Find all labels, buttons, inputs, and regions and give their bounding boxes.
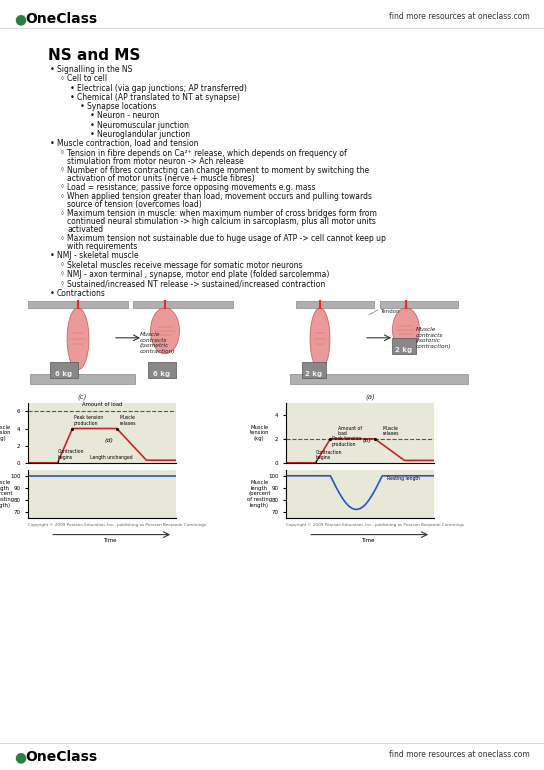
Text: 2 kg: 2 kg — [395, 346, 412, 353]
Ellipse shape — [310, 308, 330, 370]
Text: Muscle
contracts
(isometric
contraction): Muscle contracts (isometric contraction) — [140, 332, 176, 354]
Text: Resting length: Resting length — [387, 476, 419, 480]
Text: stimulation from motor neuron -> Ach release: stimulation from motor neuron -> Ach rel… — [67, 156, 244, 166]
Text: Tendon: Tendon — [380, 309, 400, 314]
Text: Muscle
length
(percent
of resting
length): Muscle length (percent of resting length… — [0, 480, 14, 508]
FancyBboxPatch shape — [296, 301, 374, 308]
Text: ◦: ◦ — [60, 183, 65, 192]
Text: ●: ● — [14, 750, 26, 764]
Text: •: • — [90, 121, 95, 130]
Text: 6 kg: 6 kg — [55, 371, 72, 377]
Text: Length unchanged: Length unchanged — [90, 455, 133, 460]
Text: Load = resistance; passive force opposing movements e.g. mass: Load = resistance; passive force opposin… — [67, 183, 316, 192]
FancyBboxPatch shape — [302, 362, 326, 378]
Text: NMJ - axon terminal , synapse, motor end plate (folded sarcolemma): NMJ - axon terminal , synapse, motor end… — [67, 270, 329, 279]
Text: OneClass: OneClass — [25, 12, 97, 26]
Text: Muscle
tension
(kg): Muscle tension (kg) — [250, 424, 269, 441]
Text: Chemical (AP translated to NT at synapse): Chemical (AP translated to NT at synapse… — [77, 93, 240, 102]
Ellipse shape — [393, 308, 419, 352]
Text: •: • — [50, 251, 55, 260]
Text: Neuroglandular junction: Neuroglandular junction — [97, 130, 190, 139]
Text: with requirements: with requirements — [67, 242, 138, 251]
Ellipse shape — [151, 308, 180, 353]
Text: •: • — [70, 93, 75, 102]
Text: ◦: ◦ — [60, 260, 65, 269]
Text: Time: Time — [361, 538, 374, 543]
Text: (b): (b) — [363, 438, 372, 444]
Text: Copyright © 2009 Pearson Education, Inc., publishing as Pearson Benjamin Cumming: Copyright © 2009 Pearson Education, Inc.… — [28, 523, 206, 527]
Text: When applied tension greater than load, movement occurs and pulling towards: When applied tension greater than load, … — [67, 192, 372, 201]
Text: Number of fibres contracting can change moment to moment by switching the: Number of fibres contracting can change … — [67, 166, 369, 175]
Text: ◦: ◦ — [60, 192, 65, 201]
Text: •: • — [80, 102, 85, 111]
Text: Muscle
tension
(kg): Muscle tension (kg) — [0, 424, 11, 441]
Text: continued neural stimulation -> high calcium in sarcoplasm, plus all motor units: continued neural stimulation -> high cal… — [67, 217, 376, 226]
Text: Contraction
begins: Contraction begins — [58, 450, 84, 460]
FancyBboxPatch shape — [28, 301, 128, 308]
Text: Amount of load: Amount of load — [82, 402, 122, 407]
Text: ◦: ◦ — [60, 280, 65, 288]
Text: (d): (d) — [105, 438, 114, 444]
Text: find more resources at oneclass.com: find more resources at oneclass.com — [390, 12, 530, 21]
Text: Time: Time — [103, 538, 116, 543]
Text: (c): (c) — [77, 393, 86, 400]
FancyBboxPatch shape — [380, 301, 458, 308]
Text: Signalling in the NS: Signalling in the NS — [57, 65, 132, 74]
Text: ◦: ◦ — [60, 74, 65, 83]
Text: Electrical (via gap junctions; AP transferred): Electrical (via gap junctions; AP transf… — [77, 84, 247, 92]
Text: OneClass: OneClass — [25, 750, 97, 764]
Ellipse shape — [67, 308, 89, 370]
Text: Neuromuscular junction: Neuromuscular junction — [97, 121, 189, 130]
Text: Maximum tension in muscle: when maximum number of cross bridges form from: Maximum tension in muscle: when maximum … — [67, 209, 377, 219]
Text: Tension in fibre depends on Ca²⁺ release, which depends on frequency of: Tension in fibre depends on Ca²⁺ release… — [67, 149, 347, 158]
Text: Maximum tension not sustainable due to huge usage of ATP -> cell cannot keep up: Maximum tension not sustainable due to h… — [67, 234, 386, 243]
Text: Muscle
relaxes: Muscle relaxes — [120, 415, 136, 426]
Text: •: • — [70, 84, 75, 92]
Text: ●: ● — [14, 12, 26, 26]
Text: find more resources at oneclass.com: find more resources at oneclass.com — [390, 750, 530, 759]
Text: ◦: ◦ — [60, 149, 65, 158]
Text: 6 kg: 6 kg — [153, 371, 171, 377]
FancyBboxPatch shape — [392, 338, 416, 353]
Text: ◦: ◦ — [60, 270, 65, 279]
Text: Synapse locations: Synapse locations — [87, 102, 156, 111]
Text: (a): (a) — [365, 393, 375, 400]
Text: Contractions: Contractions — [57, 289, 106, 297]
FancyBboxPatch shape — [148, 362, 176, 378]
Text: Neuron - neuron: Neuron - neuron — [97, 112, 159, 120]
Text: Muscle
relaxes: Muscle relaxes — [382, 426, 399, 437]
FancyBboxPatch shape — [50, 362, 78, 378]
Text: Muscle
contracts
(isotonic
contraction): Muscle contracts (isotonic contraction) — [416, 326, 452, 350]
Text: Peak tension
production: Peak tension production — [74, 415, 103, 426]
Text: •: • — [90, 112, 95, 120]
Text: Skeletal muscles receive message for somatic motor neurons: Skeletal muscles receive message for som… — [67, 260, 302, 269]
Text: NMJ - skeletal muscle: NMJ - skeletal muscle — [57, 251, 139, 260]
FancyBboxPatch shape — [133, 301, 233, 308]
Text: activated: activated — [67, 225, 103, 234]
Text: Cell to cell: Cell to cell — [67, 74, 107, 83]
FancyBboxPatch shape — [30, 373, 135, 383]
Text: •: • — [50, 289, 55, 297]
Text: ◦: ◦ — [60, 166, 65, 175]
Text: NS and MS: NS and MS — [48, 48, 140, 63]
Text: •: • — [90, 130, 95, 139]
FancyBboxPatch shape — [290, 373, 468, 383]
Text: Peak tension
production: Peak tension production — [332, 437, 361, 447]
Text: Copyright © 2009 Pearson Education, Inc., publishing as Pearson Benjamin Cumming: Copyright © 2009 Pearson Education, Inc.… — [286, 523, 464, 527]
Text: •: • — [50, 139, 55, 149]
Text: Amount of
load: Amount of load — [338, 426, 362, 437]
Text: Sustained/increased NT release -> sustained/increased contraction: Sustained/increased NT release -> sustai… — [67, 280, 325, 288]
Text: Contraction
begins: Contraction begins — [316, 450, 342, 460]
Text: Muscle
length
(percent
of resting
length): Muscle length (percent of resting length… — [247, 480, 272, 508]
Text: •: • — [50, 65, 55, 74]
Text: activation of motor units (nerve + muscle fibres): activation of motor units (nerve + muscl… — [67, 173, 255, 182]
Text: ◦: ◦ — [60, 234, 65, 243]
Text: ◦: ◦ — [60, 209, 65, 219]
Text: 2 kg: 2 kg — [305, 371, 323, 377]
Text: source of tension (overcomes load): source of tension (overcomes load) — [67, 200, 202, 209]
Text: Muscle contraction, load and tension: Muscle contraction, load and tension — [57, 139, 199, 149]
